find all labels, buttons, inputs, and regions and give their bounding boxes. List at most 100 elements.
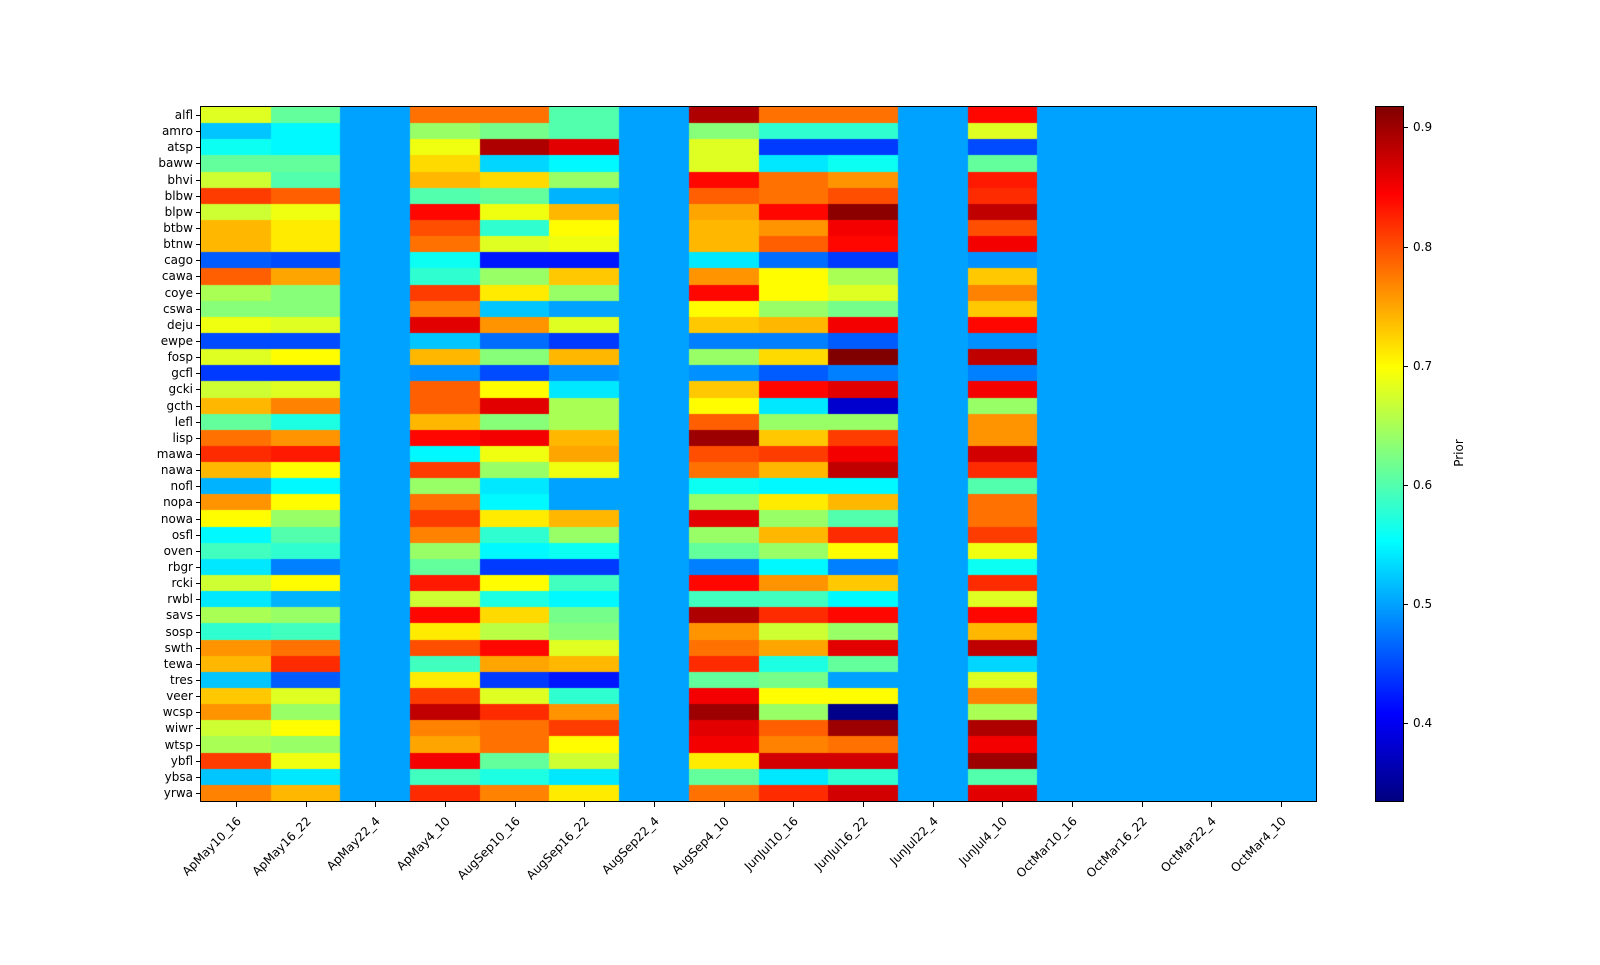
x-tick-label-JunJul4_10: JunJul4_10 xyxy=(956,814,1010,868)
y-tick-label-coye: coye xyxy=(164,286,193,300)
y-tick-label-nowa: nowa xyxy=(160,512,193,526)
x-tick-label-AugSep22_4: AugSep22_4 xyxy=(599,814,662,877)
x-tick-mark xyxy=(515,802,516,807)
y-tick-label-blbw: blbw xyxy=(164,189,193,203)
y-tick-mark xyxy=(196,325,201,326)
y-tick-label-ewpe: ewpe xyxy=(160,334,193,348)
y-tick-mark xyxy=(196,599,201,600)
y-tick-label-nofl: nofl xyxy=(170,479,193,493)
y-tick-label-rbgr: rbgr xyxy=(167,560,193,574)
x-tick-mark xyxy=(1211,802,1212,807)
x-tick-label-ApMay22_4: ApMay22_4 xyxy=(323,814,383,874)
x-tick-label-AugSep4_10: AugSep4_10 xyxy=(669,814,732,877)
colorbar-tick-mark xyxy=(1403,366,1408,367)
x-tick-mark xyxy=(584,802,585,807)
y-tick-mark xyxy=(196,422,201,423)
x-tick-mark xyxy=(236,802,237,807)
y-tick-mark xyxy=(196,454,201,455)
colorbar-tick-label-0.8: 0.8 xyxy=(1413,240,1433,254)
y-tick-label-swth: swth xyxy=(164,641,193,655)
y-tick-label-ybsa: ybsa xyxy=(164,770,193,784)
figure-root: alfl amro atsp baww bhvi blbw blpw btbw btnw cago… xyxy=(156,106,1466,882)
x-tick-mark xyxy=(445,802,446,807)
y-tick-label-nawa: nawa xyxy=(160,463,193,477)
y-tick-mark xyxy=(196,648,201,649)
x-tick-label-ApMay10_16: ApMay10_16 xyxy=(179,814,244,879)
y-tick-mark xyxy=(196,712,201,713)
y-tick-mark xyxy=(196,438,201,439)
y-tick-label-tres: tres xyxy=(169,673,193,687)
y-tick-mark xyxy=(196,276,201,277)
x-tick-mark xyxy=(1072,802,1073,807)
x-tick-mark xyxy=(306,802,307,807)
colorbar-tick-label-0.5: 0.5 xyxy=(1413,597,1433,611)
x-tick-label-OctMar16_22: OctMar16_22 xyxy=(1083,814,1150,881)
x-tick-mark xyxy=(375,802,376,807)
y-tick-mark xyxy=(196,502,201,503)
x-tick-label-ApMay4_10: ApMay4_10 xyxy=(393,814,453,874)
x-tick-label-AugSep16_22: AugSep16_22 xyxy=(523,814,592,883)
y-tick-label-fosp: fosp xyxy=(167,350,193,364)
y-tick-mark xyxy=(196,196,201,197)
x-tick-mark xyxy=(863,802,864,807)
colorbar-tick-label-0.9: 0.9 xyxy=(1413,120,1433,134)
colorbar-tick-label-0.7: 0.7 xyxy=(1413,359,1433,373)
x-tick-mark xyxy=(1142,802,1143,807)
colorbar-tick-mark xyxy=(1403,485,1408,486)
x-tick-label-JunJul10_16: JunJul10_16 xyxy=(741,814,801,874)
y-tick-mark xyxy=(196,341,201,342)
x-tick-mark xyxy=(793,802,794,807)
colorbar-tick-mark xyxy=(1403,604,1408,605)
y-tick-label-cawa: cawa xyxy=(161,269,193,283)
y-tick-label-wtsp: wtsp xyxy=(164,738,193,752)
x-tick-mark xyxy=(933,802,934,807)
y-tick-label-gcth: gcth xyxy=(166,399,193,413)
y-tick-mark xyxy=(196,373,201,374)
y-tick-label-lisp: lisp xyxy=(172,431,193,445)
y-tick-label-sosp: sosp xyxy=(165,625,193,639)
x-tick-label-JunJul16_22: JunJul16_22 xyxy=(811,814,871,874)
y-tick-mark xyxy=(196,260,201,261)
y-tick-label-deju: deju xyxy=(167,318,193,332)
colorbar-tick-label-0.4: 0.4 xyxy=(1413,716,1433,730)
y-tick-label-atsp: atsp xyxy=(167,140,193,154)
x-tick-label-OctMar10_16: OctMar10_16 xyxy=(1013,814,1080,881)
y-tick-label-savs: savs xyxy=(166,608,193,622)
y-tick-label-wiwr: wiwr xyxy=(165,721,193,735)
y-tick-label-btnw: btnw xyxy=(163,237,193,251)
x-tick-mark xyxy=(724,802,725,807)
y-tick-mark xyxy=(196,228,201,229)
y-tick-mark xyxy=(196,147,201,148)
y-tick-label-rcki: rcki xyxy=(171,576,193,590)
y-tick-mark xyxy=(196,632,201,633)
y-tick-label-amro: amro xyxy=(161,124,193,138)
y-tick-label-cswa: cswa xyxy=(162,302,193,316)
y-tick-mark xyxy=(196,680,201,681)
y-tick-label-rwbl: rwbl xyxy=(167,592,193,606)
colorbar-tick-label-0.6: 0.6 xyxy=(1413,478,1433,492)
y-tick-mark xyxy=(196,357,201,358)
y-tick-mark xyxy=(196,163,201,164)
y-tick-label-tewa: tewa xyxy=(163,657,193,671)
y-tick-mark xyxy=(196,761,201,762)
colorbar-tick-mark xyxy=(1403,247,1408,248)
y-tick-label-veer: veer xyxy=(166,689,193,703)
y-tick-mark xyxy=(196,728,201,729)
y-tick-label-osfl: osfl xyxy=(171,528,193,542)
x-tick-label-OctMar22_4: OctMar22_4 xyxy=(1157,814,1219,876)
y-tick-mark xyxy=(196,244,201,245)
y-tick-label-nopa: nopa xyxy=(163,495,193,509)
y-tick-label-bhvi: bhvi xyxy=(167,173,193,187)
colorbar-tick-mark xyxy=(1403,127,1408,128)
y-tick-mark xyxy=(196,696,201,697)
x-tick-mark xyxy=(654,802,655,807)
y-tick-label-alfl: alfl xyxy=(174,108,193,122)
y-tick-mark xyxy=(196,535,201,536)
y-tick-label-cago: cago xyxy=(164,253,193,267)
colorbar-tick-mark xyxy=(1403,723,1408,724)
y-tick-label-mawa: mawa xyxy=(156,447,193,461)
y-tick-mark xyxy=(196,389,201,390)
y-tick-mark xyxy=(196,406,201,407)
y-tick-mark xyxy=(196,309,201,310)
x-tick-label-JunJul22_4: JunJul22_4 xyxy=(887,814,941,868)
